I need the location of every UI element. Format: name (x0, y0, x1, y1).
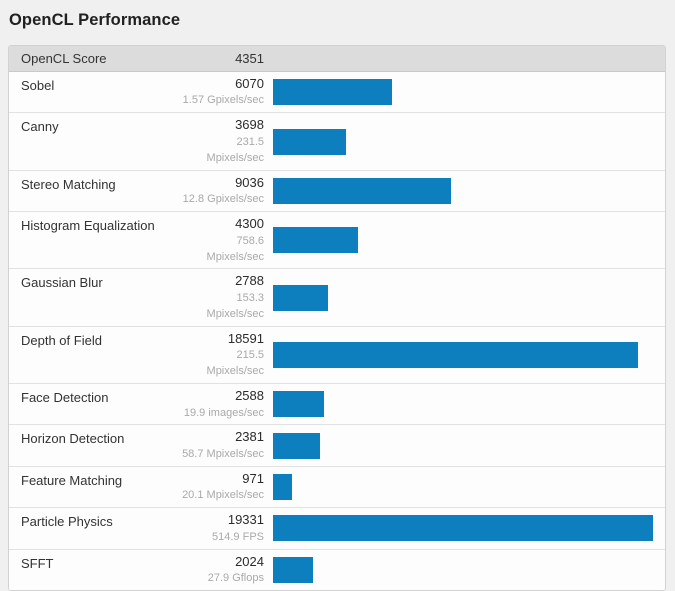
benchmark-row: Particle Physics 19331 514.9 FPS (9, 508, 665, 550)
score-bar (273, 515, 653, 542)
benchmark-rate: 20.1 Mpixels/sec (182, 489, 264, 502)
benchmark-rate: 153.3 Mpixels/sec (206, 291, 264, 320)
benchmark-bar-cell (273, 511, 653, 545)
page: { "page": { "background": "#f0f0f1" }, "… (8, 11, 666, 591)
benchmark-score: 19331 (227, 512, 264, 528)
benchmark-score-cell: 18591 215.5 Mpixels/sec (179, 330, 264, 380)
benchmark-rows: Sobel 6070 1.57 Gpixels/sec Canny 3698 2… (9, 72, 665, 591)
page-title: OpenCL Performance (9, 11, 181, 29)
score-header-label: OpenCL Score (21, 51, 107, 66)
benchmark-rate: 1.57 Gpixels/sec (182, 94, 264, 107)
benchmark-bar-cell (273, 272, 653, 322)
benchmark-bar-cell (273, 330, 653, 380)
benchmark-bar-cell (273, 470, 653, 504)
benchmark-rate: 231.5 Mpixels/sec (206, 135, 264, 164)
benchmark-score: 2588 (235, 388, 264, 404)
benchmark-rate: 58.7 Mpixels/sec (182, 447, 264, 460)
benchmark-score-cell: 4300 758.6 Mpixels/sec (179, 215, 264, 265)
score-bar (273, 341, 639, 368)
benchmark-score: 971 (242, 470, 264, 486)
benchmark-score-cell: 2381 58.7 Mpixels/sec (179, 428, 264, 462)
benchmark-score: 9036 (235, 174, 264, 190)
benchmark-score-cell: 2788 153.3 Mpixels/sec (179, 272, 264, 322)
benchmark-bar-cell (273, 75, 653, 109)
benchmark-score-cell: 2588 19.9 images/sec (179, 387, 264, 421)
benchmark-score-cell: 971 20.1 Mpixels/sec (179, 470, 264, 504)
benchmark-rate: 215.5 Mpixels/sec (206, 349, 264, 378)
benchmark-name: Sobel (21, 78, 55, 93)
score-header-row: OpenCL Score 4351 (9, 46, 665, 72)
benchmark-name: Gaussian Blur (21, 275, 103, 291)
benchmark-bar-cell (273, 116, 653, 166)
benchmark-score-cell: 6070 1.57 Gpixels/sec (179, 75, 264, 109)
benchmark-rate: 12.8 Gpixels/sec (182, 193, 264, 206)
benchmark-row: Face Detection 2588 19.9 images/sec (9, 384, 665, 426)
benchmark-row: Canny 3698 231.5 Mpixels/sec (9, 113, 665, 171)
benchmark-rate: 27.9 Gflops (207, 572, 264, 585)
opencl-results-card: OpenCL Score 4351 Sobel 6070 1.57 Gpixel… (8, 45, 666, 591)
benchmark-row: Sobel 6070 1.57 Gpixels/sec (9, 72, 665, 114)
score-bar (273, 556, 313, 583)
benchmark-rate: 758.6 Mpixels/sec (206, 234, 264, 263)
benchmark-row: Histogram Equalization 4300 758.6 Mpixel… (9, 212, 665, 270)
score-header-value: 4351 (235, 51, 264, 66)
benchmark-name: Particle Physics (21, 514, 113, 530)
score-bar (273, 391, 324, 418)
benchmark-score: 6070 (235, 76, 264, 91)
benchmark-row: SFFT 2024 27.9 Gflops (9, 549, 665, 591)
benchmark-score: 3698 (235, 117, 264, 133)
score-bar (273, 227, 358, 254)
score-bar (273, 284, 328, 311)
benchmark-score-cell: 3698 231.5 Mpixels/sec (179, 116, 264, 166)
benchmark-score-cell: 2024 27.9 Gflops (179, 553, 264, 587)
score-bar (273, 432, 320, 459)
benchmark-name: Histogram Equalization (21, 218, 155, 234)
benchmark-score: 2381 (235, 429, 264, 445)
benchmark-row: Depth of Field 18591 215.5 Mpixels/sec (9, 326, 665, 385)
benchmark-name: Feature Matching (21, 472, 123, 488)
benchmark-score-cell: 9036 12.8 Gpixels/sec (179, 174, 264, 208)
benchmark-rate: 19.9 images/sec (183, 406, 264, 419)
benchmark-name: Face Detection (21, 390, 109, 406)
score-bar (273, 177, 451, 204)
benchmark-score: 2024 (235, 553, 264, 569)
benchmark-row: Horizon Detection 2381 58.7 Mpixels/sec (9, 425, 665, 467)
benchmark-score: 2788 (235, 273, 264, 289)
benchmark-score-cell: 19331 514.9 FPS (179, 511, 264, 545)
benchmark-name: SFFT (21, 555, 54, 571)
benchmark-bar-cell (273, 387, 653, 421)
benchmark-score: 18591 (227, 330, 264, 346)
benchmark-rate: 514.9 FPS (212, 530, 264, 543)
benchmark-name: Stereo Matching (21, 176, 116, 192)
benchmark-row: Stereo Matching 9036 12.8 Gpixels/sec (9, 170, 665, 213)
benchmark-name: Canny (21, 119, 59, 135)
benchmark-name: Horizon Detection (21, 431, 125, 447)
benchmark-score: 4300 (235, 216, 264, 232)
score-bar (273, 79, 393, 106)
benchmark-bar-cell (273, 428, 653, 462)
benchmark-bar-cell (273, 215, 653, 265)
benchmark-bar-cell (273, 174, 653, 208)
score-bar (273, 474, 293, 501)
benchmark-bar-cell (273, 553, 653, 587)
benchmark-row: Gaussian Blur 2788 153.3 Mpixels/sec (9, 269, 665, 327)
score-bar (273, 128, 346, 155)
benchmark-name: Depth of Field (21, 332, 102, 348)
benchmark-row: Feature Matching 971 20.1 Mpixels/sec (9, 466, 665, 509)
